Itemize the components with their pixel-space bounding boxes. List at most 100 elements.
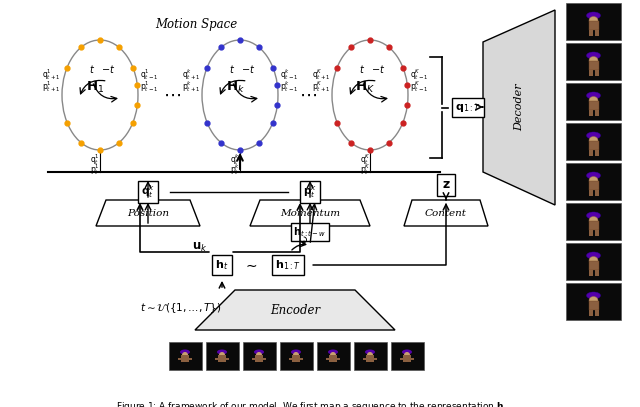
FancyBboxPatch shape	[205, 342, 239, 370]
Bar	[329, 355, 337, 362]
Bar	[589, 61, 598, 70]
Bar	[589, 149, 593, 155]
Bar	[337, 358, 340, 360]
Bar	[589, 180, 598, 190]
Bar	[300, 358, 303, 360]
Bar	[178, 358, 181, 360]
Ellipse shape	[367, 352, 373, 358]
Bar	[589, 190, 593, 195]
Ellipse shape	[589, 177, 598, 184]
Text: $\mathrm{p}^{1}_{t}$: $\mathrm{p}^{1}_{t}$	[90, 162, 100, 177]
Text: $\mathbf{z}$: $\mathbf{z}$	[442, 179, 451, 192]
Text: $\mathrm{p}^{1}_{t-1}$: $\mathrm{p}^{1}_{t-1}$	[140, 79, 159, 94]
Polygon shape	[483, 10, 555, 205]
FancyBboxPatch shape	[566, 123, 621, 160]
Text: $\mathrm{q}^{k}_{t}$: $\mathrm{q}^{k}_{t}$	[230, 152, 240, 167]
Bar	[400, 358, 403, 360]
Text: $-t$: $-t$	[371, 63, 385, 75]
FancyBboxPatch shape	[566, 283, 621, 320]
Text: $t$: $t$	[359, 63, 365, 75]
Text: $\mathbf{p}^k_t$: $\mathbf{p}^k_t$	[303, 184, 317, 200]
Ellipse shape	[586, 292, 600, 299]
Text: $\mathbf{q}^k_t$: $\mathbf{q}^k_t$	[141, 184, 155, 200]
Bar	[589, 140, 598, 149]
Ellipse shape	[402, 350, 412, 354]
Bar	[255, 355, 263, 362]
Ellipse shape	[589, 136, 598, 144]
Bar	[589, 300, 598, 309]
FancyBboxPatch shape	[317, 342, 349, 370]
FancyBboxPatch shape	[566, 43, 621, 80]
Text: $\mathrm{q}^{k}_{t+1}$: $\mathrm{q}^{k}_{t+1}$	[182, 68, 200, 83]
Ellipse shape	[589, 256, 598, 265]
Ellipse shape	[586, 252, 600, 259]
Ellipse shape	[589, 217, 598, 225]
Bar	[589, 260, 598, 269]
Text: Decoder: Decoder	[514, 83, 524, 131]
Text: $t \sim \mathcal{U}(\{1,\ldots,T\})$: $t \sim \mathcal{U}(\{1,\ldots,T\})$	[140, 301, 221, 315]
Bar	[374, 358, 377, 360]
Bar	[595, 230, 598, 236]
Bar	[252, 358, 255, 360]
Text: $\mathbf{H}_k$: $\mathbf{H}_k$	[225, 79, 244, 94]
FancyBboxPatch shape	[168, 342, 202, 370]
Bar	[189, 358, 192, 360]
FancyBboxPatch shape	[243, 342, 275, 370]
Bar	[292, 355, 300, 362]
Text: $\curvearrowright$: $\curvearrowright$	[298, 232, 308, 246]
Ellipse shape	[586, 172, 600, 179]
Text: $\mathrm{q}^{1}_{t}$: $\mathrm{q}^{1}_{t}$	[90, 152, 100, 167]
FancyBboxPatch shape	[390, 342, 424, 370]
Ellipse shape	[586, 92, 600, 99]
Bar	[263, 358, 266, 360]
Text: $\mathrm{p}^{k}_{t}$: $\mathrm{p}^{k}_{t}$	[230, 162, 240, 177]
Bar	[589, 221, 598, 230]
Text: $-t$: $-t$	[101, 63, 115, 75]
FancyBboxPatch shape	[566, 203, 621, 240]
Text: $\mathbf{h}_{1:T}$: $\mathbf{h}_{1:T}$	[275, 258, 301, 272]
Text: $\mathbf{u}_k$: $\mathbf{u}_k$	[192, 241, 208, 254]
FancyBboxPatch shape	[566, 243, 621, 280]
Text: $t$: $t$	[229, 63, 235, 75]
Ellipse shape	[293, 352, 299, 358]
Bar	[589, 29, 593, 35]
Polygon shape	[195, 290, 395, 330]
Ellipse shape	[182, 352, 188, 358]
Bar	[589, 70, 593, 76]
Bar	[226, 358, 229, 360]
Ellipse shape	[217, 350, 227, 354]
Bar	[589, 101, 598, 109]
Ellipse shape	[219, 352, 225, 358]
Text: Momentum: Momentum	[280, 208, 340, 217]
Ellipse shape	[328, 350, 338, 354]
Ellipse shape	[330, 352, 336, 358]
Text: Figure 1: A framework of our model. We first map a sequence to the representatio: Figure 1: A framework of our model. We f…	[116, 400, 504, 407]
Bar	[589, 20, 598, 29]
Text: $\mathbf{q}_{1:T}$: $\mathbf{q}_{1:T}$	[455, 101, 481, 114]
Text: Motion Space: Motion Space	[155, 18, 237, 31]
FancyBboxPatch shape	[280, 342, 312, 370]
Bar	[589, 109, 593, 116]
Bar	[595, 190, 598, 195]
Ellipse shape	[180, 350, 190, 354]
Bar	[589, 230, 593, 236]
Bar	[363, 358, 366, 360]
Text: Position: Position	[127, 208, 169, 217]
Text: $\mathrm{q}^{1}_{t-1}$: $\mathrm{q}^{1}_{t-1}$	[140, 68, 159, 83]
Text: $\mathrm{q}^{k}_{t-1}$: $\mathrm{q}^{k}_{t-1}$	[280, 68, 298, 83]
Ellipse shape	[586, 52, 600, 59]
Text: Encoder: Encoder	[270, 304, 320, 317]
Text: $\mathrm{q}^{1}_{t+1}$: $\mathrm{q}^{1}_{t+1}$	[42, 68, 60, 83]
Bar	[589, 269, 593, 276]
FancyBboxPatch shape	[566, 163, 621, 200]
Text: $\mathrm{p}^{1}_{t+1}$: $\mathrm{p}^{1}_{t+1}$	[42, 79, 60, 94]
Bar	[595, 309, 598, 315]
Bar	[411, 358, 414, 360]
Text: $\cdots$: $\cdots$	[163, 86, 181, 104]
Bar	[595, 70, 598, 76]
Bar	[289, 358, 292, 360]
Text: $\mathrm{p}^{K}_{t}$: $\mathrm{p}^{K}_{t}$	[360, 162, 371, 177]
Polygon shape	[404, 200, 488, 226]
Bar	[595, 269, 598, 276]
Text: $-t$: $-t$	[241, 63, 255, 75]
